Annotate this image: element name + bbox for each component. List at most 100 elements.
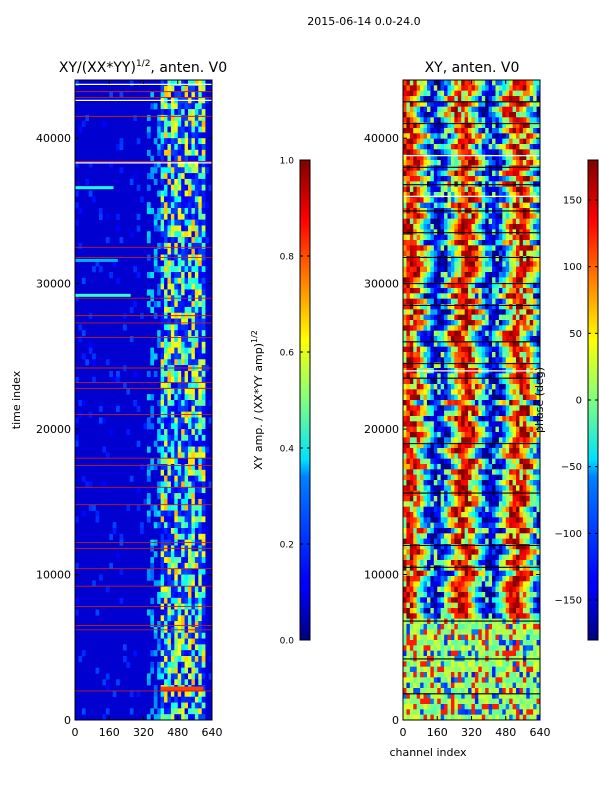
amplitude-cell bbox=[201, 690, 206, 698]
phase-cell bbox=[450, 138, 455, 145]
amplitude-cell bbox=[188, 667, 192, 674]
phase-cell bbox=[488, 474, 493, 481]
phase-cell bbox=[464, 272, 469, 278]
phase-cell bbox=[509, 282, 513, 289]
amplitude-cell bbox=[160, 173, 165, 180]
amplitude-cell bbox=[160, 85, 165, 92]
phase-cell bbox=[457, 106, 462, 113]
phase-cell bbox=[526, 117, 531, 123]
phase-cell bbox=[461, 112, 465, 118]
phase-cell bbox=[502, 320, 507, 326]
phase-cell bbox=[536, 453, 541, 459]
phase-cell bbox=[488, 352, 493, 358]
amplitude-cell bbox=[136, 213, 141, 220]
amplitude-cell bbox=[188, 434, 192, 442]
amplitude-cell bbox=[164, 242, 168, 250]
phase-cell bbox=[502, 192, 507, 198]
amplitude-cell bbox=[174, 283, 179, 290]
phase-cell bbox=[519, 272, 524, 278]
amplitude-cell bbox=[188, 562, 192, 570]
amplitude-cell bbox=[177, 673, 182, 680]
phase-cell bbox=[481, 298, 486, 305]
phase-cell bbox=[536, 192, 541, 198]
amplitude-cell bbox=[184, 574, 189, 581]
phase-cell bbox=[454, 250, 459, 257]
amplitude-cell bbox=[174, 359, 179, 366]
phase-cell bbox=[529, 176, 534, 182]
phase-cell bbox=[461, 394, 465, 401]
phase-cell bbox=[536, 341, 541, 347]
phase-cell bbox=[495, 474, 500, 481]
phase-cell bbox=[423, 320, 428, 326]
amplitude-cell bbox=[170, 504, 175, 511]
amplitude-cell bbox=[201, 353, 206, 360]
phase-cell bbox=[437, 229, 441, 235]
amplitude-cell bbox=[194, 336, 199, 343]
amplitude-cell bbox=[153, 714, 158, 721]
phase-cell bbox=[413, 352, 417, 358]
phase-cell bbox=[471, 325, 476, 331]
phase-cell bbox=[437, 112, 441, 118]
phase-cell bbox=[413, 346, 417, 353]
amplitude-cell bbox=[116, 144, 120, 151]
phase-cell bbox=[474, 272, 479, 278]
phase-cell bbox=[437, 400, 441, 406]
phase-cell bbox=[457, 218, 462, 225]
amplitude-cell bbox=[150, 359, 155, 366]
phase-cell bbox=[485, 154, 489, 161]
phase-cell bbox=[457, 154, 462, 161]
phase-cell bbox=[403, 432, 407, 438]
amplitude-cell bbox=[201, 528, 206, 535]
phase-cell bbox=[519, 400, 524, 406]
amplitude-cell bbox=[174, 574, 179, 581]
amplitude-cell bbox=[174, 353, 179, 360]
phase-cell bbox=[444, 272, 448, 278]
phase-cell bbox=[498, 224, 503, 230]
phase-cell bbox=[533, 378, 537, 385]
phase-cell bbox=[433, 85, 438, 91]
phase-cell bbox=[471, 304, 476, 310]
phase-cell bbox=[406, 453, 411, 459]
phase-cell bbox=[440, 437, 445, 443]
phase-cell bbox=[461, 469, 465, 475]
amplitude-cell bbox=[198, 196, 203, 203]
phase-cell bbox=[471, 229, 476, 235]
amplitude-cell bbox=[81, 510, 86, 517]
phase-cell bbox=[512, 149, 517, 155]
phase-cell bbox=[495, 314, 500, 321]
amplitude-cell bbox=[174, 429, 179, 436]
phase-cell bbox=[403, 250, 407, 257]
phase-cell bbox=[447, 378, 452, 385]
amplitude-cell bbox=[164, 609, 168, 616]
phase-cell bbox=[437, 293, 441, 299]
amplitude-cell bbox=[191, 498, 196, 506]
amplitude-cell bbox=[160, 144, 165, 151]
amplitude-cell bbox=[201, 586, 206, 593]
phase-cell bbox=[502, 421, 507, 427]
amplitude-cell bbox=[188, 696, 192, 703]
amplitude-cell bbox=[198, 219, 203, 226]
amplitude-cell bbox=[181, 231, 185, 238]
amplitude-cell bbox=[201, 126, 206, 133]
phase-cell bbox=[481, 186, 486, 193]
phase-cell bbox=[403, 362, 407, 369]
phase-cell bbox=[536, 325, 541, 331]
phase-cell bbox=[426, 384, 431, 390]
phase-cell bbox=[409, 400, 414, 406]
amplitude-cell bbox=[102, 417, 107, 424]
phase-cell bbox=[471, 373, 476, 379]
amplitude-cell bbox=[177, 144, 182, 151]
amplitude-cell bbox=[164, 522, 168, 529]
phase-cell bbox=[536, 298, 541, 305]
phase-cell bbox=[464, 480, 469, 486]
phase-cell bbox=[498, 245, 503, 251]
phase-cell bbox=[495, 442, 500, 449]
phase-cell bbox=[488, 288, 493, 294]
amplitude-cell bbox=[174, 551, 179, 558]
phase-cell bbox=[488, 394, 493, 401]
phase-cell bbox=[509, 330, 513, 337]
amplitude-cell bbox=[181, 400, 185, 407]
phase-cell bbox=[416, 453, 421, 459]
phase-cell bbox=[516, 442, 520, 449]
phase-cell bbox=[464, 485, 469, 491]
